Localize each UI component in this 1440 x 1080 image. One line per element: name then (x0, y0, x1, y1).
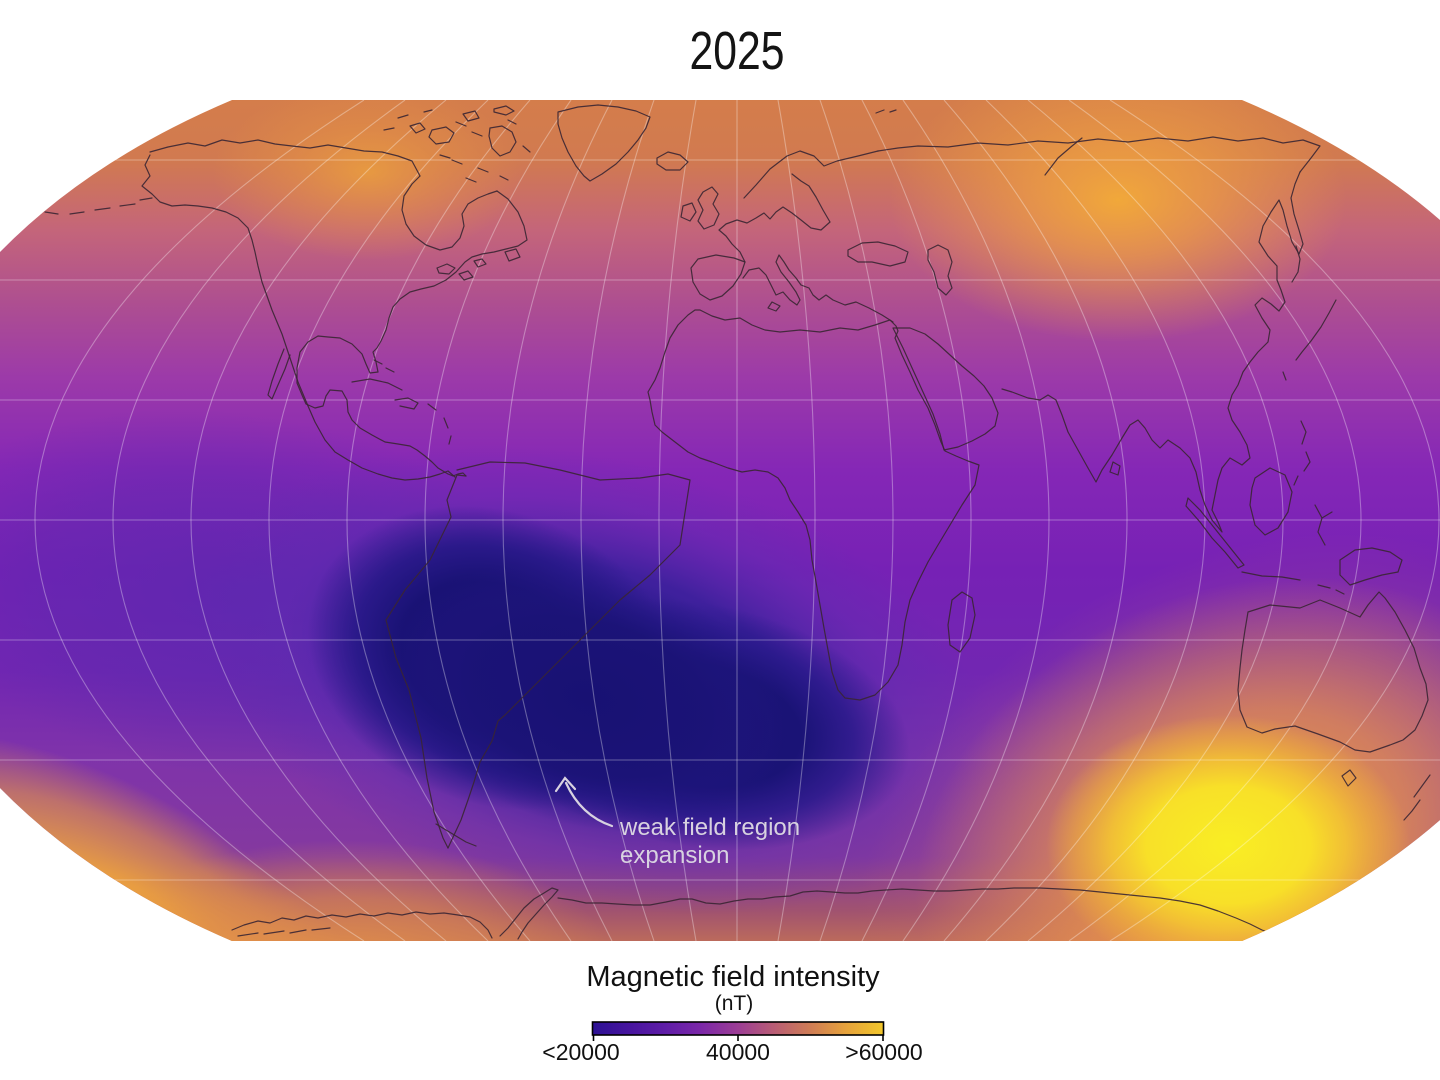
svg-text:2025: 2025 (690, 21, 785, 81)
svg-text:<20000: <20000 (542, 1039, 619, 1065)
svg-text:>60000: >60000 (845, 1039, 922, 1065)
svg-text:40000: 40000 (706, 1039, 770, 1065)
svg-text:Magnetic field intensity: Magnetic field intensity (586, 961, 880, 993)
svg-text:(nT): (nT) (715, 992, 754, 1015)
svg-text:expansion: expansion (620, 842, 729, 869)
svg-text:weak field region: weak field region (619, 814, 800, 841)
